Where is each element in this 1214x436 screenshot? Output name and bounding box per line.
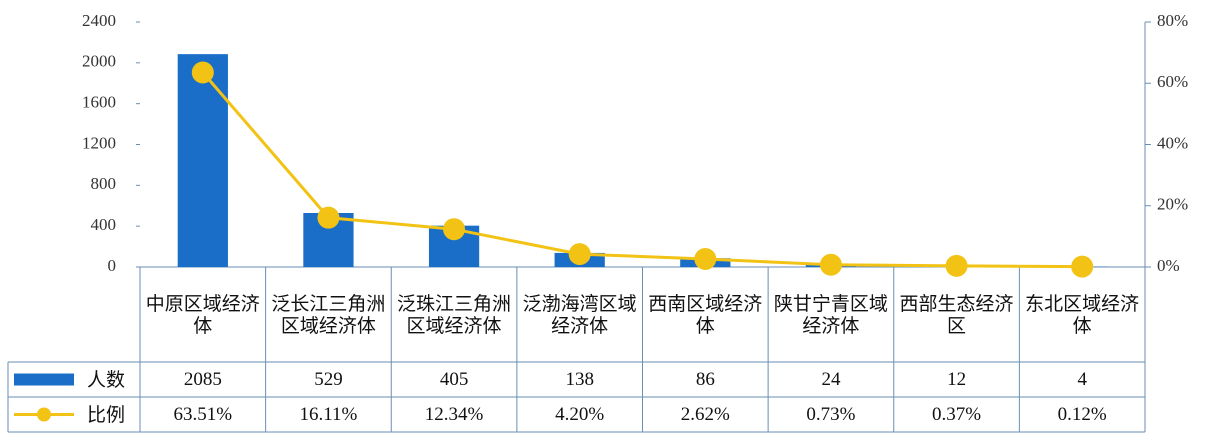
table-value: 12 — [947, 368, 967, 390]
legend-label: 比例 — [86, 403, 125, 426]
y-tick-label: 800 — [91, 174, 117, 193]
point — [1071, 255, 1094, 278]
category-label: 西南区域经济体 — [648, 292, 763, 337]
table-value: 24 — [821, 368, 841, 390]
point — [945, 254, 968, 277]
table-value: 63.51% — [173, 403, 233, 425]
category-label: 西部生态经济区 — [899, 292, 1014, 337]
legend-dot — [37, 407, 51, 422]
bar — [177, 54, 228, 267]
table-value: 405 — [439, 368, 469, 390]
table-value: 12.34% — [424, 403, 484, 425]
point — [819, 253, 842, 276]
y2-tick-label: 20% — [1157, 195, 1188, 214]
category-label: 陕甘宁青区域经济体 — [773, 292, 888, 337]
y-tick-label: 400 — [91, 215, 117, 234]
legend-swatch — [14, 373, 74, 386]
table-value: 86 — [695, 368, 715, 390]
table-value: 4 — [1077, 368, 1087, 390]
point — [694, 247, 717, 270]
point — [443, 218, 466, 241]
category-label: 东北区域经济体 — [1025, 292, 1140, 337]
legend-label: 人数 — [86, 368, 125, 391]
table-value: 16.11% — [299, 403, 358, 425]
category-label: 泛长江三角洲区域经济体 — [271, 292, 386, 337]
table-value: 0.73% — [806, 403, 856, 425]
category-label: 中原区域经济体 — [145, 292, 260, 337]
y2-tick-label: 0% — [1157, 256, 1180, 275]
line — [201, 71, 1083, 269]
table-value: 0.37% — [932, 403, 982, 425]
table-value: 2085 — [183, 368, 222, 390]
y-tick-label: 1200 — [82, 133, 116, 152]
y-tick-label: 2400 — [82, 11, 116, 30]
y2-tick-label: 80% — [1157, 11, 1188, 30]
point — [191, 61, 214, 84]
y-tick-label: 0 — [108, 256, 117, 275]
table-value: 529 — [314, 368, 343, 390]
category-label: 泛珠江三角洲区域经济体 — [397, 292, 512, 337]
y2-tick-label: 60% — [1157, 72, 1188, 91]
y-tick-label: 1600 — [82, 93, 116, 112]
category-label: 泛渤海湾区域经济体 — [522, 292, 637, 337]
point — [317, 206, 340, 229]
table-value: 2.62% — [680, 403, 730, 425]
y2-tick-label: 40% — [1157, 133, 1188, 152]
point — [568, 243, 591, 266]
table-value: 138 — [565, 368, 594, 390]
y-tick-label: 2000 — [82, 52, 116, 71]
table-value: 4.20% — [555, 403, 605, 425]
table-value: 0.12% — [1057, 403, 1107, 425]
